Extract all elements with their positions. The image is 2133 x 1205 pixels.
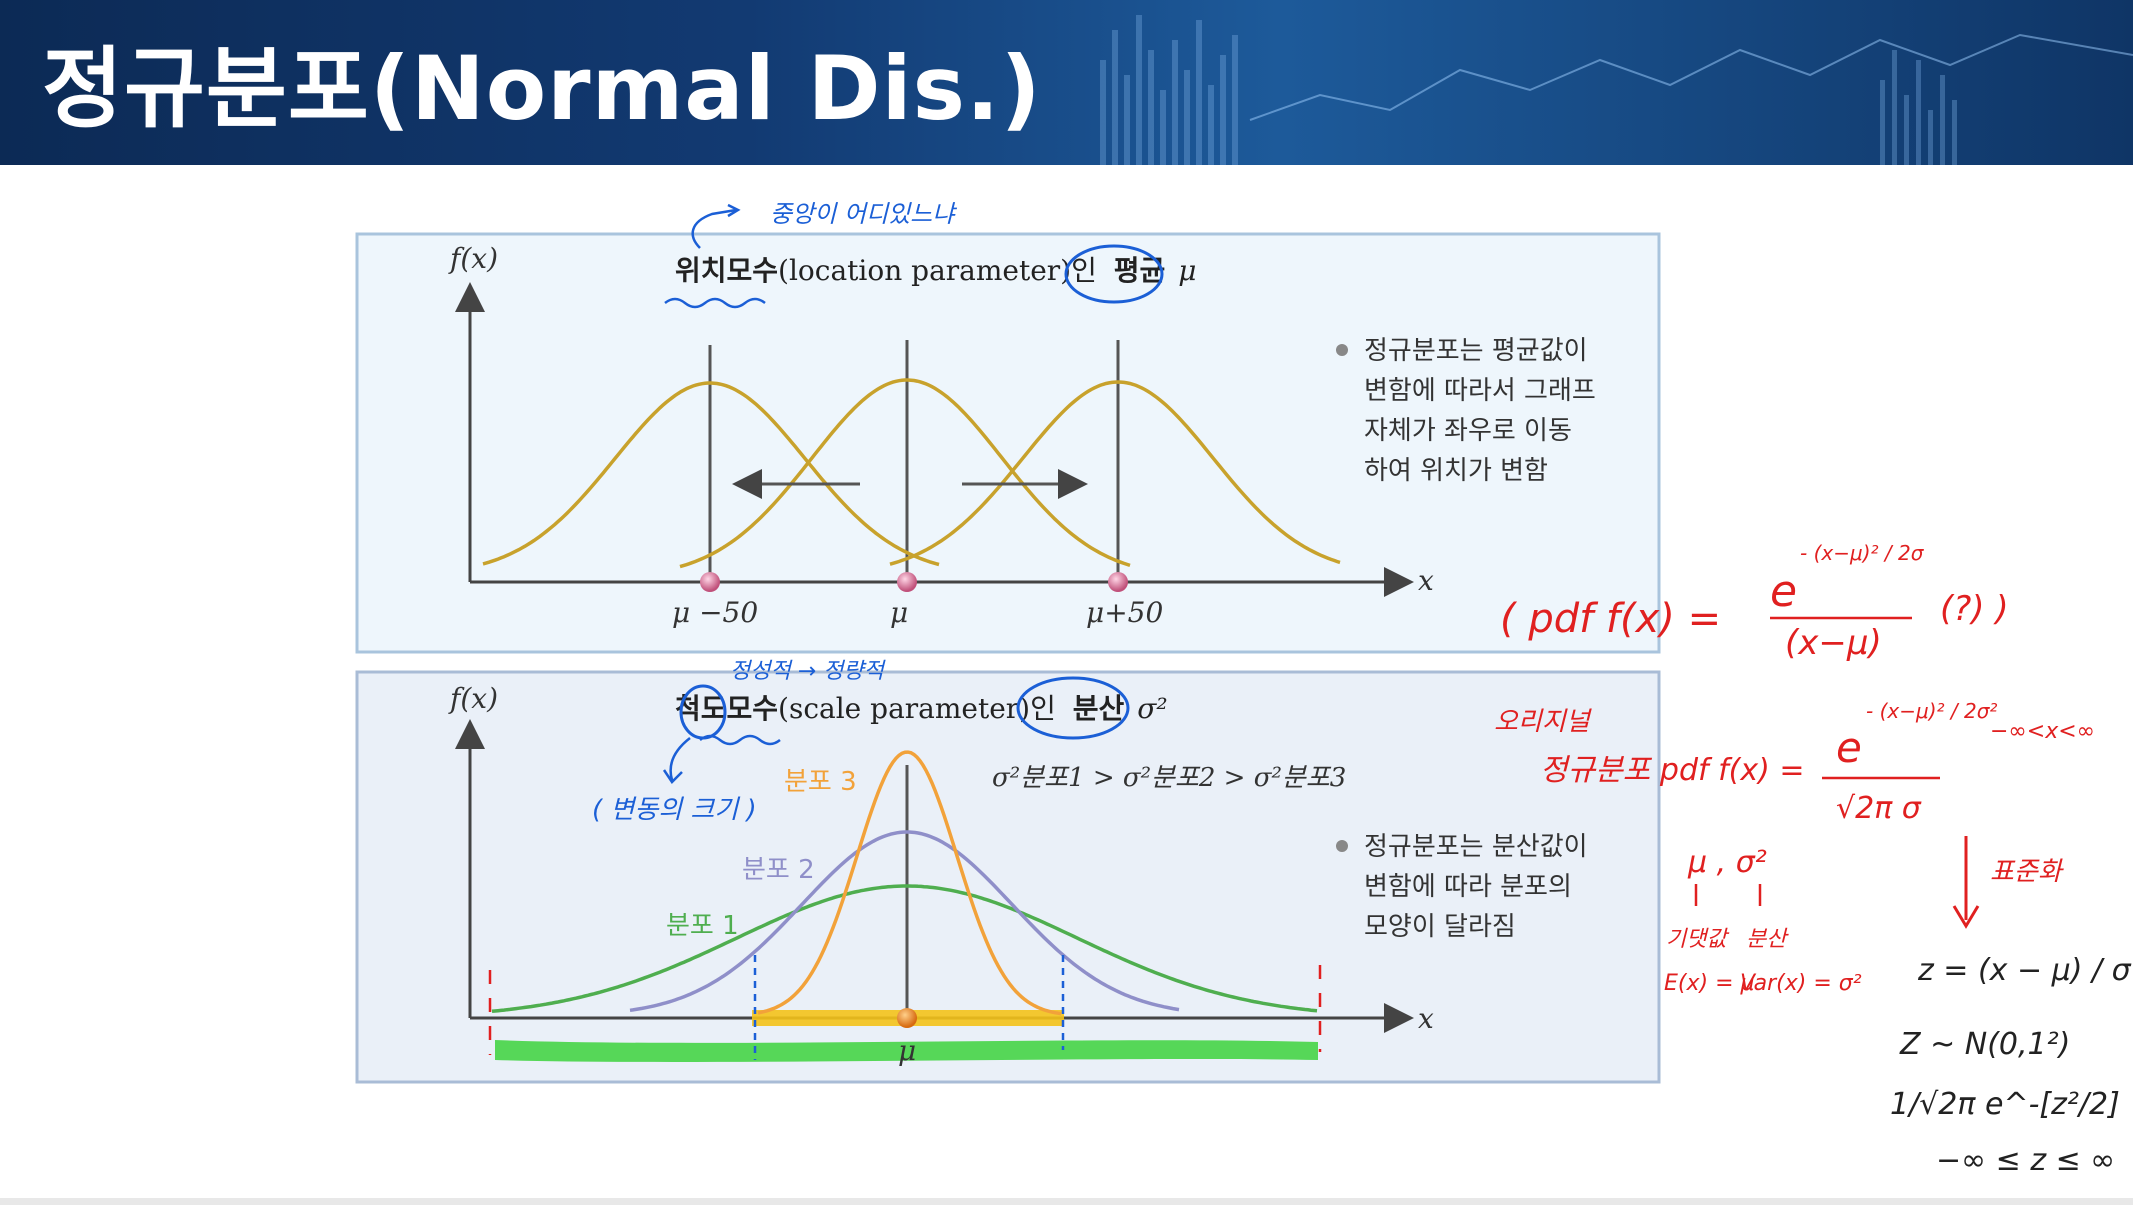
label-dist1: 분포 1 [666, 911, 739, 941]
pdf-first-numerator: e [1770, 566, 1797, 617]
variation-note: ( 변동의 크기 ) [592, 795, 757, 825]
bottom-note: 정규분포는 분산값이 변함에 따라 분포의 모양이 달라짐 [1364, 832, 1596, 942]
curved-arrow-annotation [691, 208, 737, 249]
top-curve-right [889, 380, 1341, 566]
original-pdf-label: 정규분포 pdf f(x) = [1540, 753, 1805, 788]
top-point-left [700, 572, 720, 592]
top-note-line-2: 변함에 따라서 그래프 [1364, 376, 1596, 406]
top-tick-mid: μ [890, 596, 908, 629]
pdf-first-exponent: - (x−μ)² / 2σ [1800, 541, 1925, 565]
scale-note: 정성적 → 정량적 [730, 659, 887, 684]
top-note: 정규분포는 평균값이 변함에 따라서 그래프 자체가 좌우로 이동 하여 위치가… [1364, 336, 1604, 486]
arrow-to-variation-note [662, 737, 691, 784]
variance-expression: Var(x) = σ² [1740, 971, 1862, 996]
top-y-axis-label: f(x) [448, 242, 498, 275]
circle-mean [1064, 244, 1164, 304]
top-heading-paren: (location parameter)인 [778, 254, 1097, 287]
top-curve-mid [679, 378, 1131, 569]
z-pdf: 1/√2π e^-[z²/2] [1890, 1087, 2120, 1122]
bottom-curve-dist2 [629, 830, 1180, 1013]
top-point-right [1108, 572, 1128, 592]
bottom-note-bullet [1336, 840, 1348, 852]
pdf-first-denominator: (x−μ) [1785, 623, 1882, 663]
bottom-curve-dist3 [757, 750, 1062, 1016]
z-formula: z = (x − μ) / σ [1917, 953, 2132, 988]
top-note-line-3: 자체가 좌우로 이동 [1364, 416, 1572, 446]
params-label: μ , σ² [1687, 845, 1767, 880]
footer-rule [0, 1198, 2133, 1205]
top-note-line-4: 하여 위치가 변함 [1364, 456, 1548, 486]
bottom-heading-symbol: σ² [1137, 692, 1167, 725]
top-x-axis-label: x [1418, 564, 1434, 597]
top-note-bullet [1336, 344, 1348, 356]
standardize-label: 표준화 [1990, 857, 2064, 887]
top-tick-right: μ+50 [1086, 596, 1163, 629]
top-heading-term: 평균 [1114, 254, 1166, 287]
label-dist2: 분포 2 [742, 855, 815, 885]
top-curve-left [482, 381, 940, 567]
bottom-point-mid [897, 1008, 917, 1028]
top-note-line-1: 정규분포는 평균값이 [1364, 336, 1588, 366]
z-range: −∞ ≤ z ≤ ∞ [1936, 1143, 2115, 1178]
pdf-first-label: ( pdf f(x) = [1500, 596, 1721, 642]
slide-title: 정규분포(Normal Dis.) [42, 37, 1042, 140]
bottom-tick-mid: μ [898, 1034, 916, 1067]
original-denominator: √2π σ [1836, 791, 1922, 826]
bottom-x-axis-label: x [1418, 1002, 1434, 1035]
bottom-curve-dist1 [491, 884, 1318, 1014]
z-distribution: Z ~ N(0,1²) [1899, 1027, 2070, 1062]
circle-variance [1016, 676, 1130, 740]
mean-expression: E(x) = μ [1664, 971, 1755, 996]
bottom-note-line-1: 정규분포는 분산값이 [1364, 832, 1588, 862]
top-heading-symbol: μ [1178, 254, 1196, 287]
bottom-heading-term: 분산 [1073, 692, 1125, 725]
top-heading: 위치모수(location parameter)인 평균 μ [675, 254, 1196, 287]
top-heading-prefix: 위치모수 [675, 254, 778, 287]
green-highlight-range [495, 1040, 1318, 1062]
curved-arrow-head [727, 203, 741, 218]
original-exponent: - (x−μ)² / 2σ² [1866, 699, 1997, 723]
bottom-heading-prefix: 척도모수 [675, 692, 778, 725]
bottom-heading: 척도모수(scale parameter)인 분산 σ² [675, 692, 1168, 725]
underline-scale-param [699, 734, 781, 746]
mean-label: 기댓값 [1666, 927, 1729, 952]
standardize-arrow-head [1952, 905, 1980, 929]
header-background-decoration [1100, 15, 2133, 165]
bottom-note-line-2: 변함에 따라 분포의 [1364, 872, 1572, 902]
bottom-note-line-3: 모양이 달라짐 [1364, 912, 1516, 942]
bottom-y-axis-label: f(x) [448, 682, 498, 715]
variance-label: 분산 [1746, 927, 1789, 952]
slide-header: 정규분포(Normal Dis.) [0, 0, 2133, 165]
pdf-first-tail: (?) ) [1940, 589, 2009, 629]
red-annotations: ( pdf f(x) = e - (x−μ)² / 2σ (x−μ) (?) )… [1494, 541, 2095, 996]
original-label: 오리지널 [1494, 707, 1593, 737]
black-annotations: z = (x − μ) / σ Z ~ N(0,1²) 1/√2π e^-[z²… [1890, 953, 2132, 1178]
top-tick-left: μ −50 [672, 596, 758, 629]
blue-annotations: 중앙이 어디있느냐 정성적 → 정량적 ( 변동의 크기 ) [592, 200, 1164, 825]
label-dist3: 분포 3 [784, 767, 857, 797]
underline-location-param [664, 297, 766, 309]
location-parameter-figure: f(x) x 위치모수(location parameter)인 평균 μ μ … [355, 232, 1661, 654]
original-numerator: e [1836, 723, 1862, 772]
original-range: −∞<x<∞ [1990, 719, 2095, 744]
variance-relation: σ²분포1 > σ²분포2 > σ²분포3 [992, 763, 1346, 793]
top-point-mid [897, 572, 917, 592]
scale-parameter-figure: f(x) x 척도모수(scale parameter)인 분산 σ² μ 분포… [355, 670, 1661, 1084]
center-question-note: 중앙이 어디있느냐 [770, 200, 957, 228]
bottom-heading-paren: (scale parameter)인 [778, 692, 1056, 725]
